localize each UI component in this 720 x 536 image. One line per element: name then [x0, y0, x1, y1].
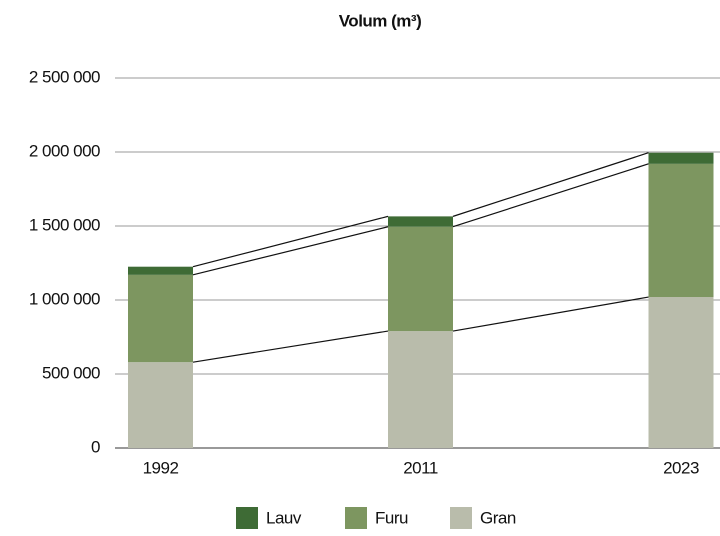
y-tick-label: 2 000 000	[29, 141, 100, 160]
legend-swatch	[236, 507, 258, 529]
bar-segment	[128, 274, 193, 363]
bar-segment	[648, 163, 714, 298]
x-tick-label: 2011	[403, 458, 438, 477]
legend-label: Gran	[480, 508, 516, 527]
connector-line	[192, 226, 389, 276]
x-tick-label: 2023	[663, 458, 699, 477]
bar-segment	[128, 266, 193, 275]
bar-segment	[388, 331, 453, 448]
bar-segment	[388, 216, 453, 227]
connector-line	[452, 152, 649, 217]
connector-line	[452, 163, 649, 228]
connector-line	[452, 296, 649, 332]
connector-line	[192, 330, 389, 363]
bar-segment	[128, 362, 193, 448]
legend-swatch	[450, 507, 472, 529]
y-tick-label: 2 500 000	[29, 67, 100, 86]
legend-swatch	[345, 507, 367, 529]
x-tick-label: 1992	[143, 458, 179, 477]
y-tick-label: 0	[91, 437, 100, 456]
connector-line	[192, 215, 389, 268]
bar-segment	[388, 226, 453, 332]
y-tick-label: 500 000	[42, 363, 100, 382]
legend-label: Lauv	[266, 508, 302, 527]
y-tick-label: 1 000 000	[29, 289, 100, 308]
y-tick-label: 1 500 000	[29, 215, 100, 234]
bar-segment	[648, 152, 714, 164]
legend-label: Furu	[375, 508, 408, 527]
chart-title: Volum (m³)	[339, 11, 422, 30]
bar-segment	[648, 297, 714, 448]
